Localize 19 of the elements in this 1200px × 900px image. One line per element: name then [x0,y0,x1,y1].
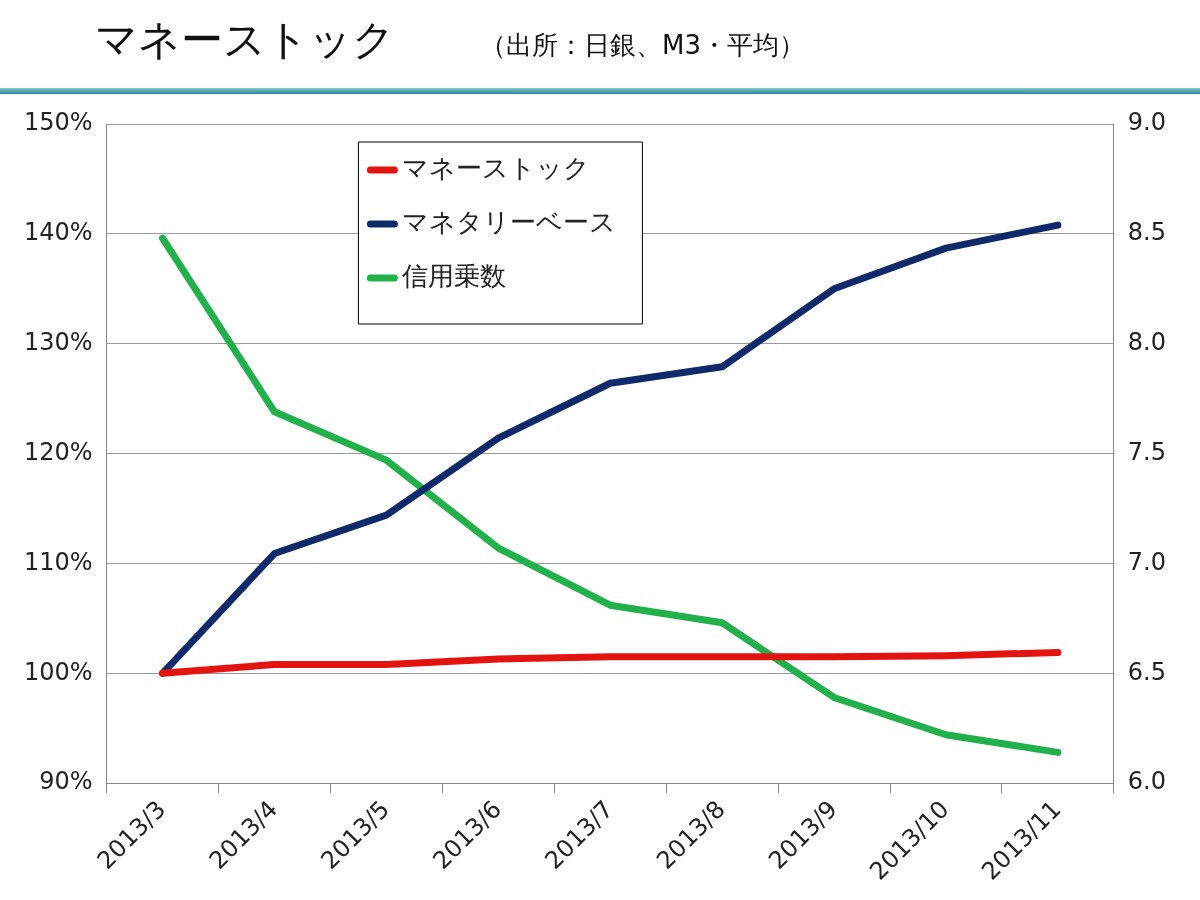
y2-tick-label: 7.5 [1127,437,1166,466]
y2-tick-label: 8.5 [1127,218,1166,247]
y-tick-label: 110% [23,547,93,576]
y-tick-label: 120% [23,437,93,466]
chart-subtitle: （出所：日銀、M3・平均） [480,29,805,62]
y2-tick-label: 6.5 [1127,657,1166,686]
y-tick-label: 90% [39,767,93,796]
y2-tick-label: 9.0 [1127,108,1166,137]
y-tick-label: 140% [23,218,93,247]
y-tick-label: 130% [23,327,93,356]
y2-tick-label: 6.0 [1127,767,1166,796]
y-tick-label: 150% [23,108,93,137]
legend-label: マネーストック [402,152,591,183]
legend-label: マネタリーベース [402,206,617,237]
y2-tick-label: 8.0 [1127,327,1166,356]
chart-title: マネーストック [95,14,395,66]
y-tick-label: 100% [23,657,93,686]
legend-label: 信用乗数 [402,260,507,291]
y2-tick-label: 7.0 [1127,547,1166,576]
